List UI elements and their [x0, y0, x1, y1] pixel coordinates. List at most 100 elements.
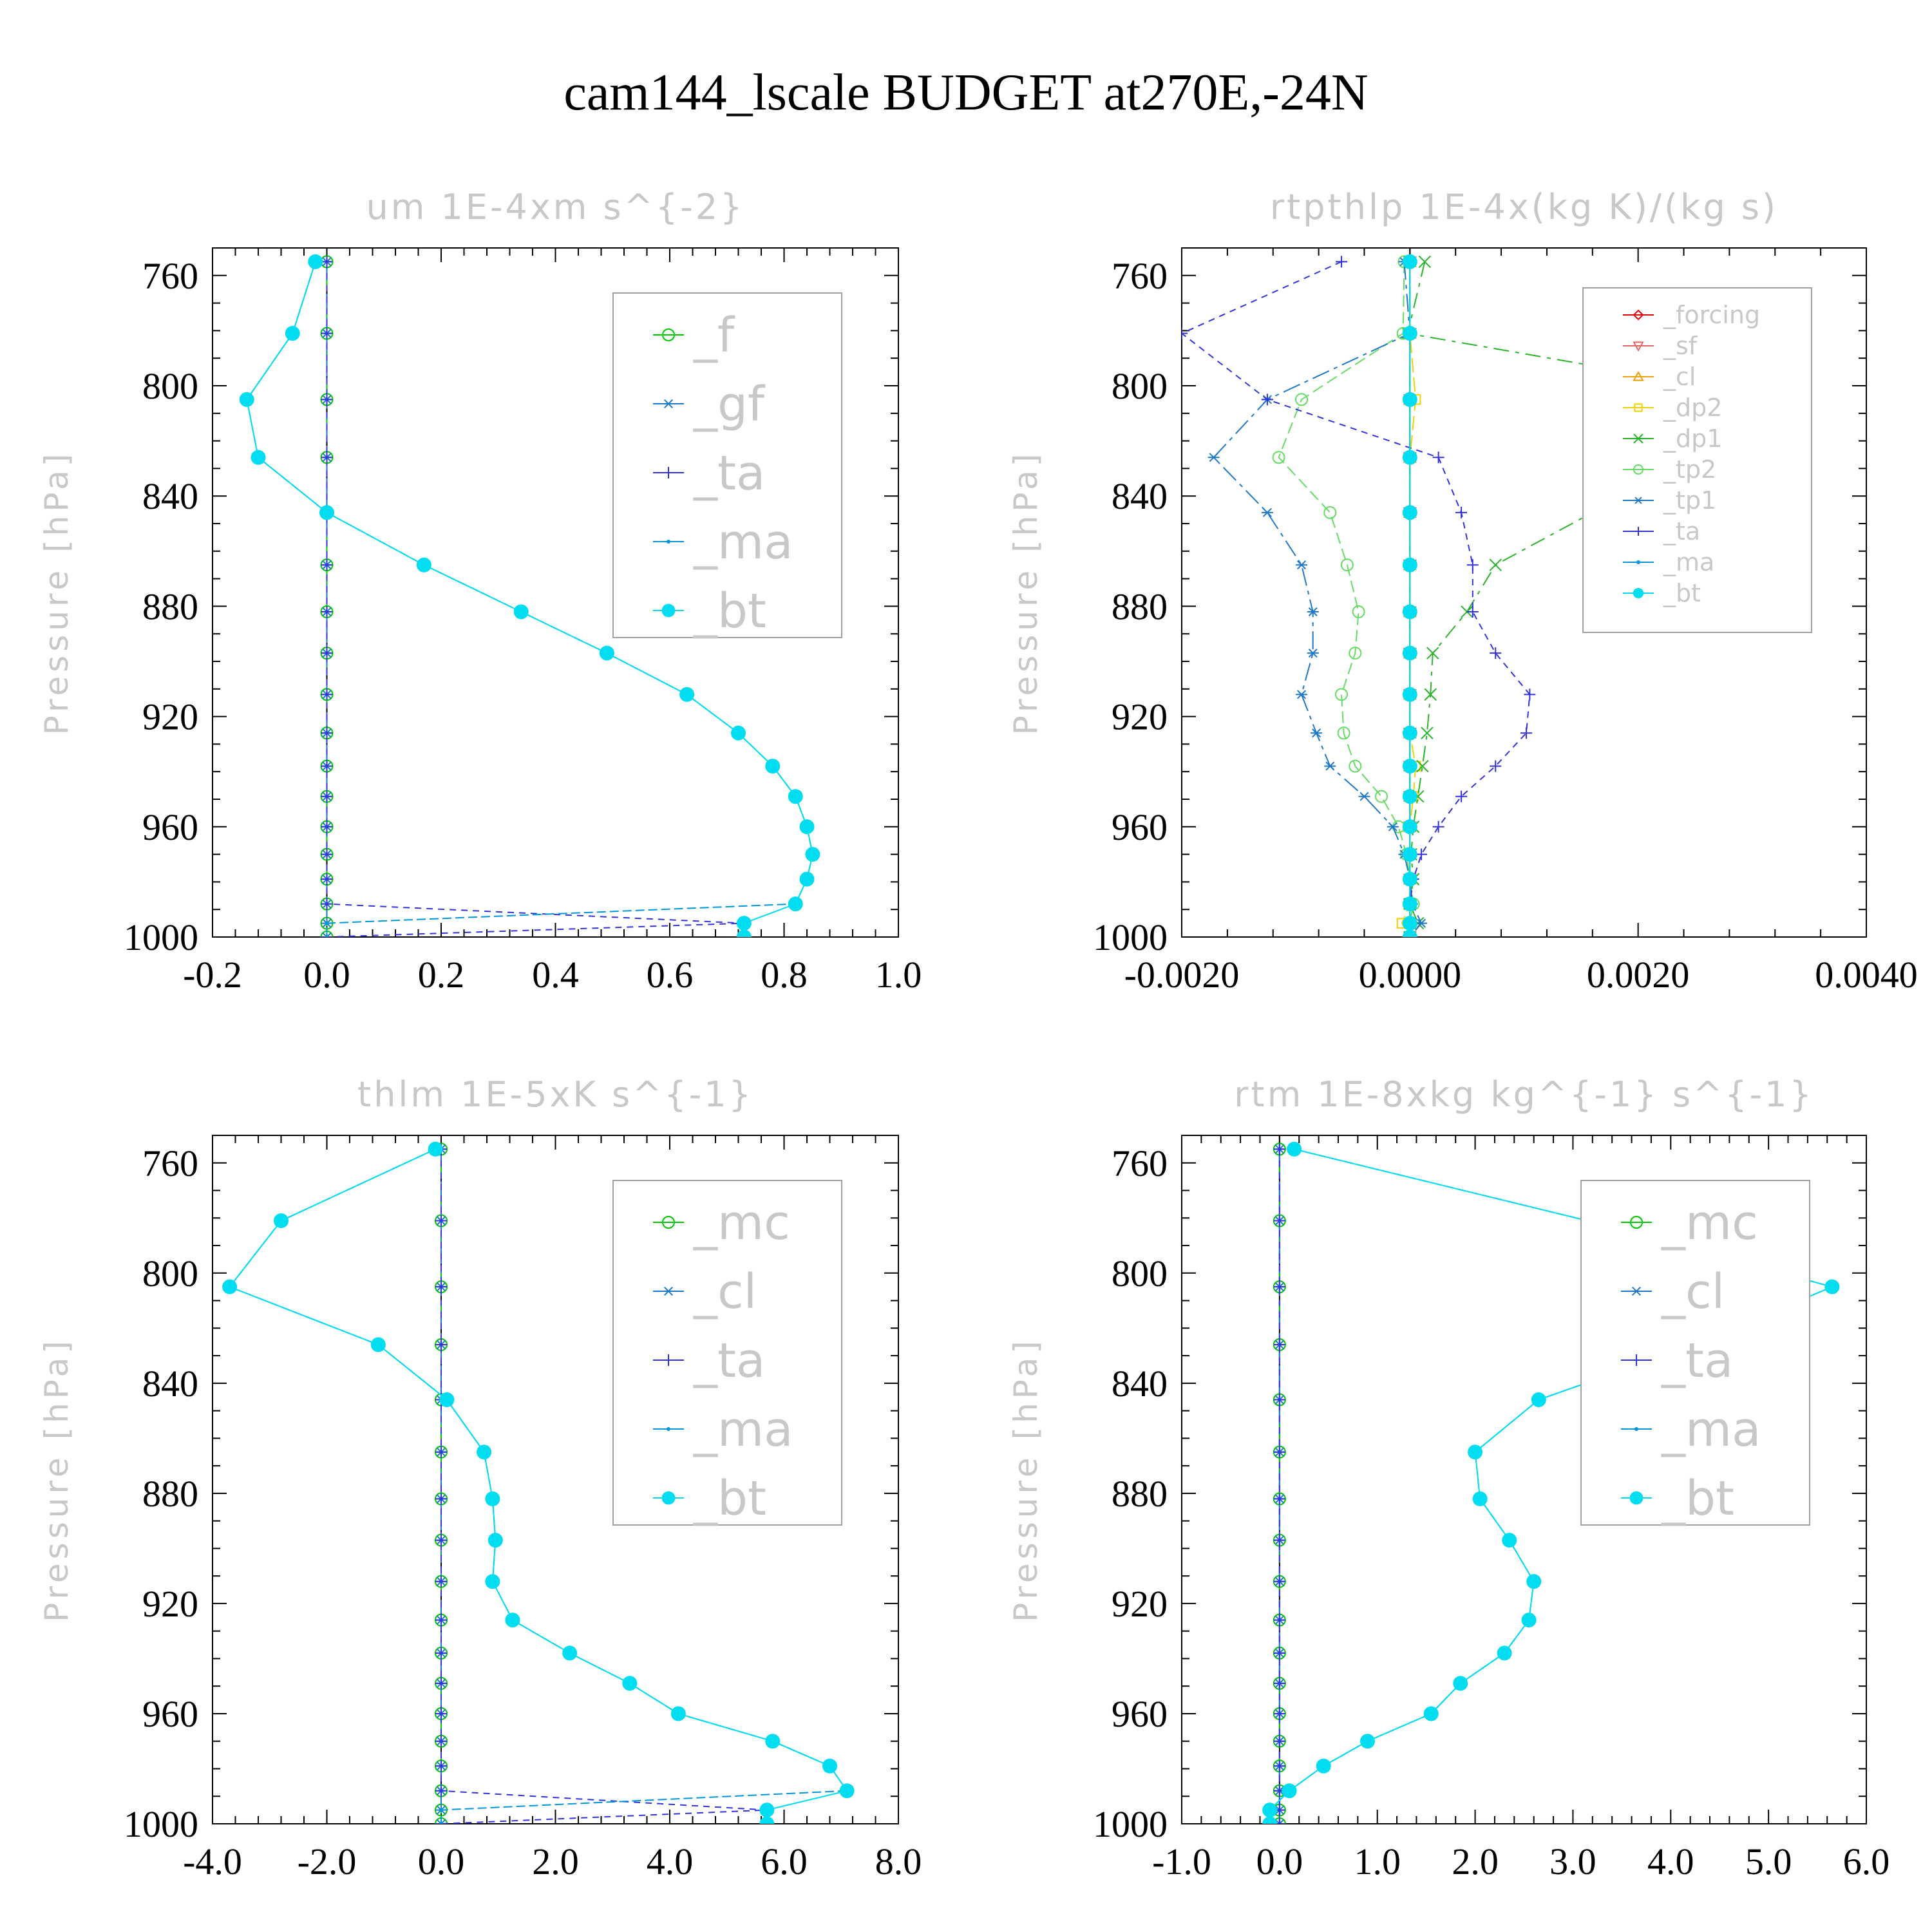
data-point — [428, 1141, 443, 1157]
x-tick-label: -0.0020 — [1124, 954, 1240, 996]
data-point — [1261, 507, 1273, 517]
data-point — [1316, 1758, 1331, 1774]
data-point — [1421, 726, 1434, 739]
legend-item: _f — [653, 308, 735, 363]
x-tick-label: -2.0 — [298, 1841, 357, 1882]
data-point — [321, 327, 333, 339]
data-point — [1418, 255, 1432, 269]
legend-label: _mc — [693, 1195, 790, 1251]
data-point — [488, 1533, 503, 1548]
data-point — [1352, 605, 1365, 618]
figure-title: cam144_lscale BUDGET at270E,-24N — [564, 64, 1368, 121]
data-point — [1262, 1803, 1278, 1818]
chart-panel-1: um 1E-4xm s^{-2} Pressure [hPa] 760 800 840 8… — [38, 187, 922, 996]
series-line — [326, 261, 744, 937]
legend-label: _ta — [693, 446, 765, 501]
data-point — [1335, 688, 1349, 701]
legend-marker — [1633, 464, 1643, 475]
data-point — [1273, 1281, 1285, 1293]
data-point — [1282, 1783, 1297, 1799]
series-dp2 — [1396, 256, 1421, 937]
plot-area — [1182, 248, 1793, 937]
legend-label: _ta — [693, 1333, 765, 1388]
legend-label: _tp2 — [1663, 455, 1716, 484]
x-tick-label: -0.2 — [183, 954, 242, 996]
data-point — [622, 1676, 638, 1691]
data-point — [1273, 1338, 1285, 1350]
legend-label: _cl — [693, 1264, 757, 1320]
data-point — [1273, 1735, 1285, 1747]
data-point — [435, 1446, 447, 1458]
data-point — [759, 1803, 775, 1818]
panel-title: rtm 1E-8xkg kg^{-1} s^{-1} — [1234, 1074, 1814, 1115]
data-point — [321, 873, 333, 886]
data-point — [485, 1574, 500, 1589]
x-tick-label: 0.6 — [647, 954, 694, 996]
data-point — [321, 256, 333, 268]
legend-item: _cl — [1623, 363, 1696, 391]
data-point — [1273, 1614, 1285, 1626]
data-point — [1402, 916, 1417, 931]
legend-box — [1582, 287, 1812, 633]
data-point — [321, 848, 333, 860]
legend-marker — [1631, 1286, 1642, 1296]
legend-item: _tp1 — [1623, 486, 1716, 515]
legend-marker — [1636, 560, 1640, 564]
data-point — [1349, 759, 1362, 773]
data-point — [1323, 506, 1337, 519]
data-point — [321, 605, 333, 618]
data-point — [435, 1647, 447, 1659]
data-point — [435, 1614, 447, 1626]
legend-item: _ma — [653, 1402, 793, 1457]
legend-label: _tp1 — [1663, 486, 1716, 515]
data-point — [435, 1707, 447, 1719]
data-point — [1432, 820, 1444, 833]
data-point — [435, 1215, 447, 1227]
data-point — [1273, 1493, 1285, 1505]
data-point — [1402, 871, 1417, 887]
data-point — [1521, 1613, 1537, 1628]
legend-item: _ma — [1623, 548, 1714, 576]
series-bt — [222, 1141, 855, 1824]
legend-marker — [1634, 527, 1643, 536]
legend-item: _mc — [653, 1195, 790, 1251]
data-point — [1273, 1575, 1285, 1587]
legend-label: _ta — [1663, 517, 1700, 545]
data-point — [1402, 896, 1417, 912]
data-point — [799, 819, 815, 835]
data-point — [513, 604, 529, 620]
legend-item: _tp2 — [1623, 455, 1716, 484]
legend-marker — [1633, 370, 1644, 381]
data-point — [1273, 1707, 1285, 1719]
data-point — [1273, 1677, 1285, 1689]
legend: _f _gf _ta _ma _bt — [612, 292, 842, 639]
data-point — [308, 254, 323, 269]
legend-label: _bt — [1661, 1471, 1734, 1526]
data-point — [1490, 760, 1502, 772]
data-point — [1273, 1818, 1285, 1824]
y-axis-label: Pressure [hPa] — [38, 450, 75, 735]
legend-marker — [1633, 433, 1643, 444]
y-tick-label: 880 — [142, 1473, 198, 1515]
legend-item: _sf — [1623, 332, 1698, 360]
data-point — [325, 921, 329, 925]
y-tick-label: 760 — [142, 255, 198, 297]
y-tick-label: 800 — [1112, 365, 1168, 407]
series-line — [440, 1149, 767, 1824]
data-point — [1402, 725, 1417, 741]
data-point — [1307, 649, 1319, 658]
data-point — [435, 1760, 447, 1772]
data-point — [321, 559, 333, 571]
legend: _forcing _sf _cl_dp2_dp1_tp2_tp1_ta _ma _bt — [1582, 287, 1812, 633]
x-tick-label: 0.0 — [303, 954, 350, 996]
legend-item: _bt — [653, 583, 766, 639]
data-point — [1424, 688, 1437, 701]
data-point — [285, 326, 300, 341]
data-point — [805, 847, 820, 862]
legend-item: _bt — [653, 1471, 766, 1526]
chart-panel-2: rtpthlp 1E-4x(kg K)/(kg s) Pressure [hPa]… — [1007, 187, 1918, 996]
x-tick-label: 4.0 — [647, 1841, 694, 1882]
data-point — [1307, 607, 1319, 616]
data-point — [251, 450, 266, 465]
legend-item: _ta — [653, 446, 765, 501]
